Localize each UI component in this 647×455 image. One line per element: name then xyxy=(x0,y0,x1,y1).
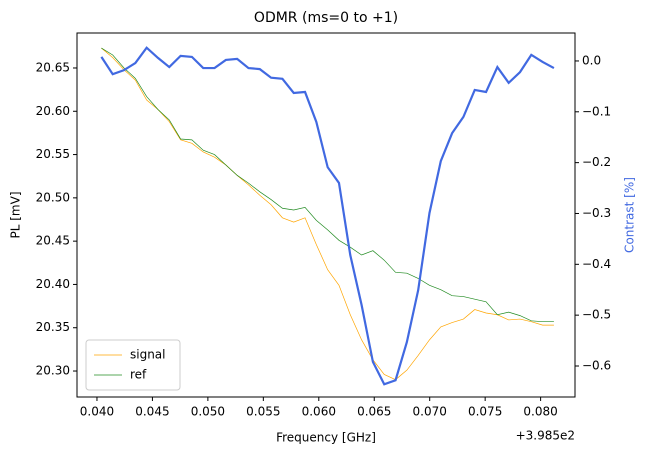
series-line xyxy=(101,47,554,381)
series-line xyxy=(100,46,555,386)
x-offset: +3.985e2 xyxy=(516,429,575,443)
x-tick-label: 0.075 xyxy=(468,405,502,419)
x-tick-label: 0.070 xyxy=(413,405,447,419)
y2-tick-label: 0.0 xyxy=(582,53,601,67)
y2-tick-label: −0.3 xyxy=(582,206,611,220)
y2-tick-label: −0.1 xyxy=(582,104,611,118)
y2-tick-label: −0.6 xyxy=(582,358,611,372)
x-tick-label: 0.055 xyxy=(246,405,280,419)
y2-tick-label: −0.2 xyxy=(582,155,611,169)
plot-frame xyxy=(76,32,576,398)
y-tick-label: 20.35 xyxy=(36,320,70,334)
y-tick-label: 20.30 xyxy=(36,364,70,378)
series-line xyxy=(101,47,554,323)
legend-label: signal xyxy=(130,348,166,362)
y-tick-label: 20.55 xyxy=(36,147,70,161)
x-tick-label: 0.045 xyxy=(135,405,169,419)
chart-title: ODMR (ms=0 to +1) xyxy=(254,10,398,26)
x-tick-label: 0.040 xyxy=(80,405,114,419)
y-tick-label: 20.50 xyxy=(36,190,70,204)
x-tick-label: 0.080 xyxy=(523,405,557,419)
y2-axis-label: Contrast [%] xyxy=(623,177,637,253)
y-tick-label: 20.65 xyxy=(36,60,70,74)
x-tick-label: 0.060 xyxy=(302,405,336,419)
y-tick-label: 20.40 xyxy=(36,277,70,291)
legend-box xyxy=(85,339,181,391)
legend-label: ref xyxy=(130,368,147,382)
x-tick-label: 0.050 xyxy=(191,405,225,419)
y-tick-label: 20.60 xyxy=(36,104,70,118)
x-tick-label: 0.065 xyxy=(357,405,391,419)
y2-tick-label: −0.5 xyxy=(582,308,611,322)
x-axis-label: Frequency [GHz] xyxy=(276,431,376,445)
y-axis-label: PL [mV] xyxy=(9,192,23,239)
y-tick-label: 20.45 xyxy=(36,234,70,248)
y2-tick-label: −0.4 xyxy=(582,257,611,271)
